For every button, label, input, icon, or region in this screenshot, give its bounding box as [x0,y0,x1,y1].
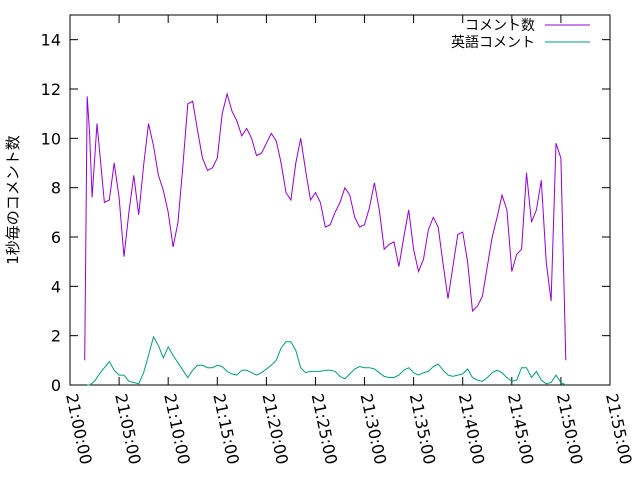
x-tick-label: 21:20:00 [258,392,292,466]
x-tick-label: 21:35:00 [406,392,440,466]
x-tick-label: 21:10:00 [160,392,194,466]
x-tick-label: 21:00:00 [62,392,96,466]
series-line-1 [87,335,567,386]
y-tick-label: 6 [51,228,61,247]
plot-border [69,14,611,386]
x-tick-label: 21:25:00 [308,392,342,466]
y-tick-label: 0 [51,376,61,395]
legend-label-1: 英語コメント [451,34,535,51]
y-tick-label: 2 [51,327,61,346]
x-tick-label: 21:50:00 [553,392,587,466]
x-tick-label: 21:15:00 [209,392,243,466]
plot-frame [69,14,611,386]
y-tick-label: 8 [51,179,61,198]
x-tick-label: 21:40:00 [455,392,489,466]
y-axis-label: 1秒毎のコメント数 [4,135,22,265]
x-tick-label: 21:45:00 [504,392,538,466]
x-axis-ticks: 21:00:00 21:05:00 21:10:00 21:15:00 21:20:00… [62,15,636,466]
legend-label-0: コメント数 [465,18,535,34]
y-tick-label: 10 [41,129,61,148]
y-axis-ticks: 0 2 4 6 8 10 12 14 [41,31,610,395]
x-tick-label: 21:05:00 [111,392,145,466]
x-tick-label: 21:55:00 [602,392,636,466]
series-lines [84,91,567,386]
y-tick-label: 4 [51,277,61,296]
y-tick-label: 14 [41,31,61,50]
series-line-0 [84,91,567,361]
x-tick-label: 21:30:00 [357,392,391,466]
y-tick-label: 12 [41,80,61,99]
